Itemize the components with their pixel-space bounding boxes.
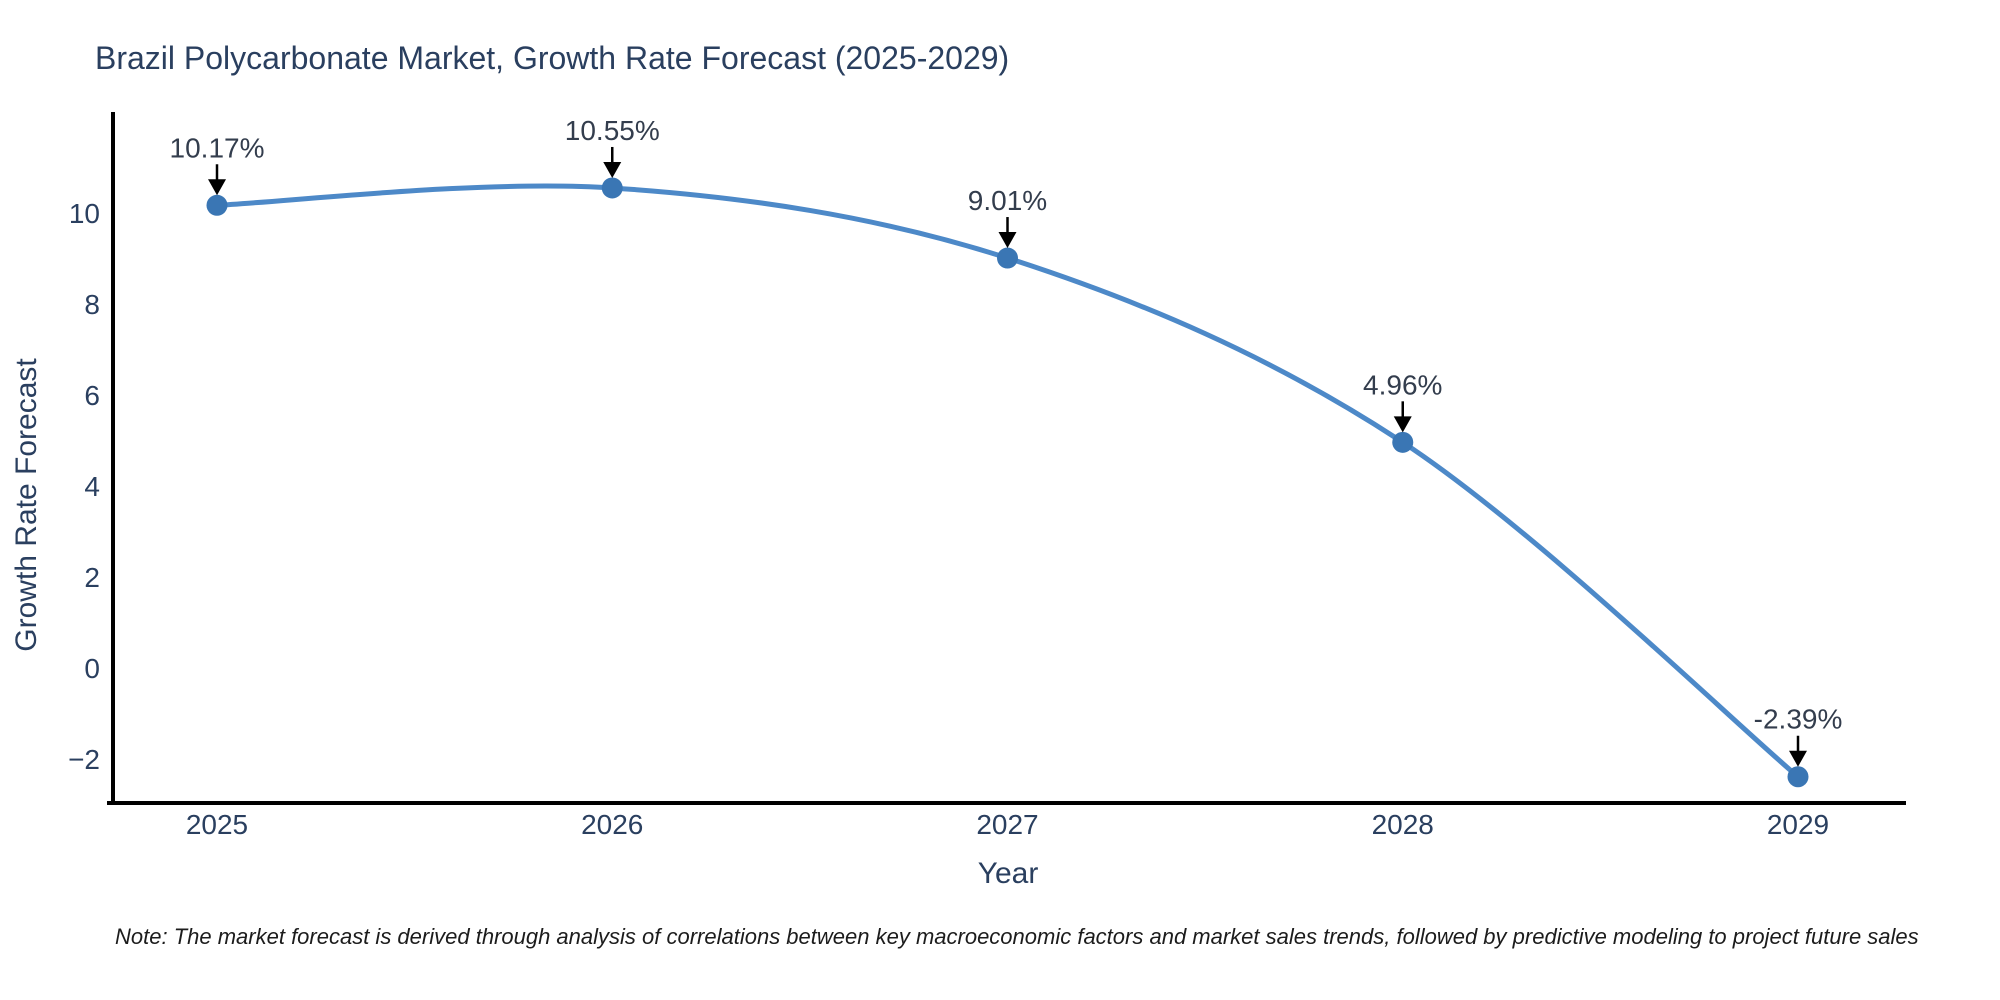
- x-tick-label: 2028: [1372, 809, 1434, 840]
- data-point-2029: [1787, 766, 1809, 788]
- data-point-label: 10.17%: [170, 132, 265, 163]
- data-point-2027: [997, 247, 1018, 269]
- data-point-2028: [1392, 431, 1414, 453]
- annotation-arrowhead: [208, 179, 226, 196]
- x-tick-label: 2025: [186, 809, 248, 840]
- data-point-label: 9.01%: [968, 185, 1047, 216]
- data-point-2026: [601, 177, 623, 199]
- y-tick-label: 0: [84, 653, 100, 684]
- annotation-arrowhead: [603, 161, 622, 178]
- x-tick-label: 2029: [1767, 809, 1829, 840]
- data-point-label: 4.96%: [1363, 369, 1442, 400]
- x-axis-label: Year: [977, 857, 1039, 890]
- y-tick-label: 10: [69, 198, 100, 229]
- footnote: Note: The market forecast is derived thr…: [115, 924, 1919, 949]
- y-tick-label: 4: [84, 471, 100, 502]
- annotation-arrowhead: [1393, 416, 1412, 433]
- x-tick-label: 2027: [976, 809, 1038, 840]
- data-point-2025: [206, 194, 228, 216]
- y-tick-label: 8: [84, 289, 100, 320]
- growth-rate-line: [214, 183, 1801, 780]
- annotation-arrowhead: [1789, 750, 1807, 767]
- data-point-label: -2.39%: [1754, 704, 1843, 735]
- y-tick-label: 2: [84, 562, 100, 593]
- x-tick-label: 2026: [581, 809, 643, 840]
- chart-title: Brazil Polycarbonate Market, Growth Rate…: [95, 40, 1010, 76]
- y-tick-label: 6: [84, 380, 100, 411]
- annotation-arrowhead: [998, 232, 1017, 249]
- y-tick-label: −2: [68, 744, 100, 775]
- data-point-label: 10.55%: [565, 115, 660, 146]
